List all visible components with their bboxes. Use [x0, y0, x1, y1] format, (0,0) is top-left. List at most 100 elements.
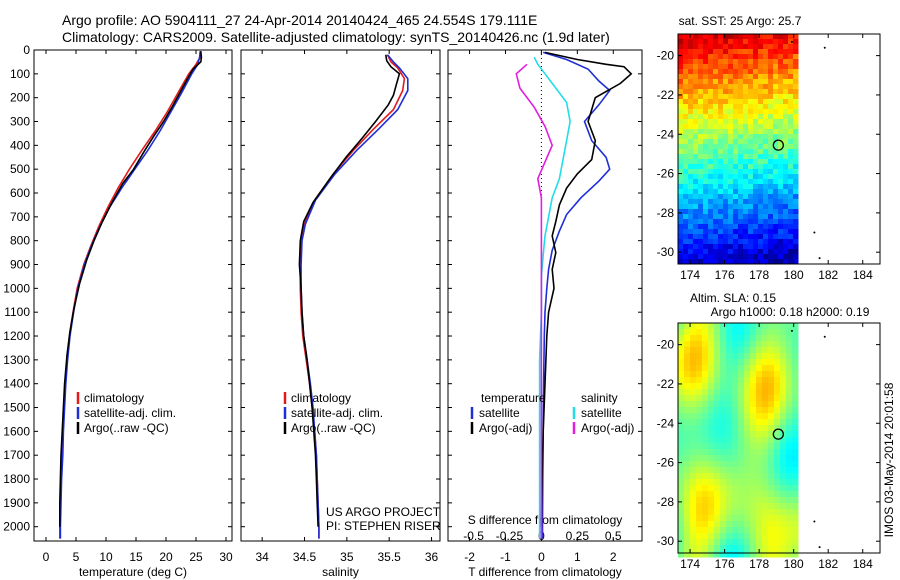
map-cell [708, 129, 714, 135]
map-cell [723, 194, 729, 200]
map-cell [773, 94, 779, 100]
map-cell [714, 467, 721, 474]
map-cell [684, 521, 691, 528]
map-cell [744, 527, 751, 534]
map-cell [678, 407, 685, 414]
y-tick-label: 1000 [3, 281, 30, 295]
map-cell [753, 144, 759, 150]
map-cell [728, 44, 734, 50]
map-cell [756, 401, 763, 408]
map-cell [774, 473, 781, 480]
map-cell [714, 461, 721, 468]
map-cell [738, 204, 744, 210]
map-cell [713, 194, 719, 200]
map-cell [723, 59, 729, 65]
map-cell [793, 184, 799, 190]
map-cell [768, 419, 775, 426]
map-cell [684, 383, 691, 390]
map-cell [786, 515, 793, 522]
map-cell [678, 461, 685, 468]
map-cell [773, 99, 779, 105]
map-cell [698, 209, 704, 215]
map-cell [684, 389, 691, 396]
map-cell [783, 39, 789, 45]
map-cell [743, 169, 749, 175]
map-cell [738, 134, 744, 140]
map-cell [780, 485, 787, 492]
map-cell [792, 335, 799, 342]
map-cell [713, 94, 719, 100]
map-cell [786, 323, 793, 330]
map-cell [792, 425, 799, 432]
map-cell [783, 244, 789, 250]
map-cell [780, 341, 787, 348]
map-cell [773, 224, 779, 230]
map-cell [753, 84, 759, 90]
map-cell [773, 74, 779, 80]
map-cell [678, 359, 685, 366]
map-cell [748, 39, 754, 45]
y-tick-label: -20 [657, 49, 675, 63]
map-cell [748, 144, 754, 150]
map-cell [723, 114, 729, 120]
map-cell [714, 341, 721, 348]
map-cell [720, 365, 727, 372]
map-cell [698, 249, 704, 255]
map-cell [690, 419, 697, 426]
map-cell [743, 219, 749, 225]
map-cell [708, 79, 714, 85]
map-cell [688, 124, 694, 130]
map-cell [683, 99, 689, 105]
map-cell [688, 249, 694, 255]
map-cell [723, 209, 729, 215]
map-cell [748, 84, 754, 90]
map-cell [708, 189, 714, 195]
map-cell [773, 79, 779, 85]
map-cell [718, 224, 724, 230]
map-cell [690, 461, 697, 468]
map-cell [773, 39, 779, 45]
map-cell [743, 244, 749, 250]
map-cell [793, 169, 799, 175]
x-tick-label: -1 [500, 550, 511, 564]
map-cell [713, 104, 719, 110]
map-cell [783, 69, 789, 75]
map-cell [768, 49, 774, 55]
map-cell [744, 425, 751, 432]
map-cell [683, 134, 689, 140]
map-cell [678, 347, 685, 354]
map-cell [768, 473, 775, 480]
island-dot [823, 335, 826, 338]
map-cell [748, 139, 754, 145]
map-cell [702, 443, 709, 450]
x-tick-label: 34 [255, 550, 269, 564]
map-cell [756, 359, 763, 366]
map-cell [723, 139, 729, 145]
legend-label: climatology [84, 391, 144, 405]
map-cell [744, 509, 751, 516]
map-cell [768, 551, 775, 558]
map-cell [793, 229, 799, 235]
map-cell [768, 383, 775, 390]
map-cell [720, 419, 727, 426]
x-axis-label: temperature (deg C) [79, 565, 187, 579]
map-cell [718, 249, 724, 255]
map-cell [786, 485, 793, 492]
map-cell [750, 365, 757, 372]
map-cell [702, 365, 709, 372]
map-cell [684, 425, 691, 432]
map-cell [698, 129, 704, 135]
map-cell [678, 229, 684, 235]
map-cell [743, 154, 749, 160]
map-cell [678, 64, 684, 70]
map-cell [720, 509, 727, 516]
x-tick-label: 1 [574, 550, 581, 564]
y-tick-label: 100 [10, 67, 30, 81]
map-cell [743, 124, 749, 130]
map-cell [726, 419, 733, 426]
map-cell [688, 184, 694, 190]
map-cell [762, 347, 769, 354]
map-cell [693, 129, 699, 135]
map-cell [768, 154, 774, 160]
map-cell [748, 59, 754, 65]
